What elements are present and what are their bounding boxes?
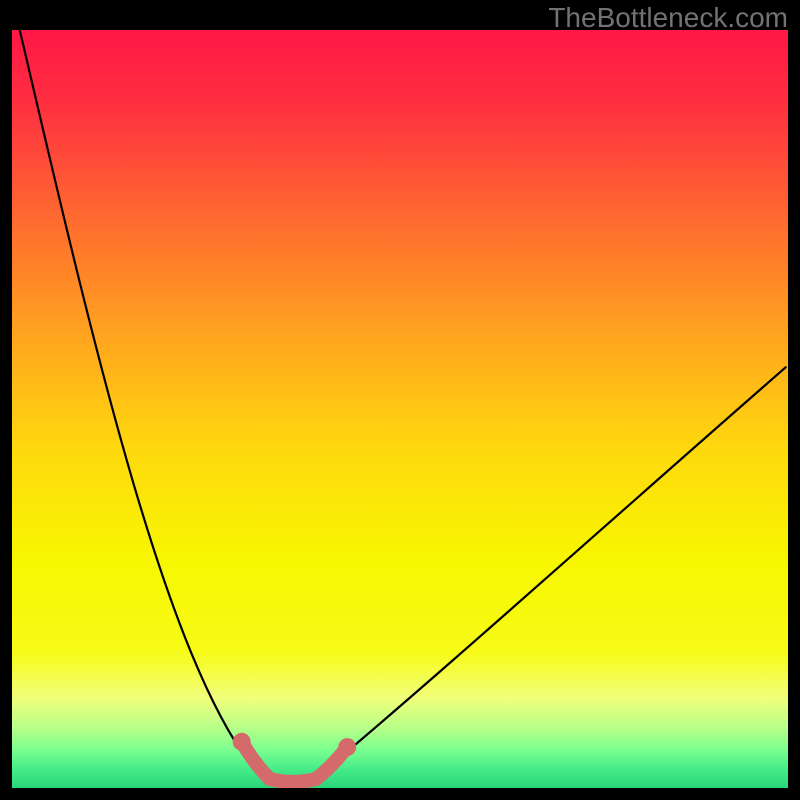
watermark-text: TheBottleneck.com — [548, 2, 788, 34]
chart-canvas: TheBottleneck.com — [0, 0, 800, 800]
highlight-group — [233, 733, 357, 782]
curve-overlay — [12, 30, 788, 788]
plot-area — [12, 30, 788, 788]
highlight-endpoint-right — [338, 738, 356, 756]
v-curve-path — [20, 30, 786, 782]
highlight-endpoint-left — [233, 733, 251, 751]
